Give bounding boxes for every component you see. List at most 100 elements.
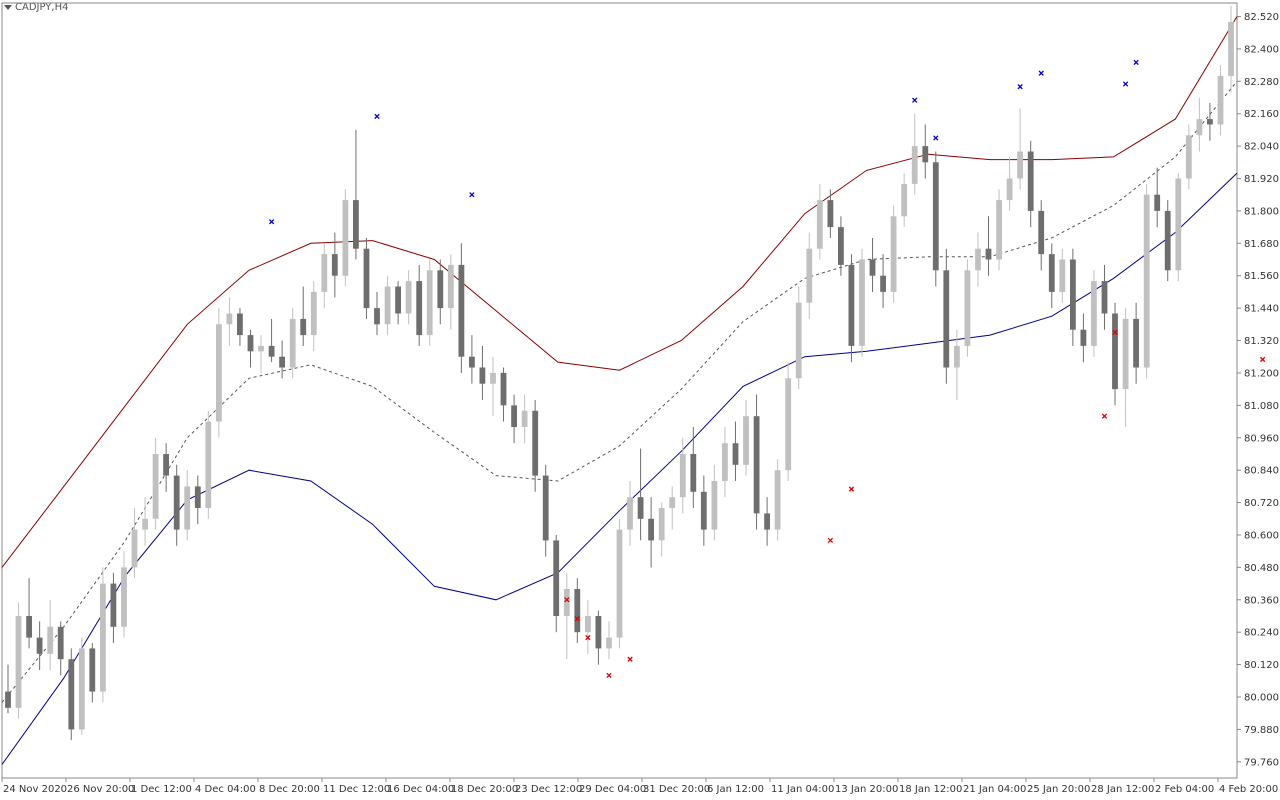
candle-body: [479, 367, 486, 384]
candle-body: [100, 583, 106, 692]
candle: [300, 286, 307, 346]
buy-signal-marker: [627, 656, 633, 662]
candle-body: [131, 529, 138, 568]
candle: [479, 345, 486, 400]
x-tick-label: 23 Dec 12:00: [515, 784, 582, 795]
signals-layer: [268, 59, 1266, 679]
candle-body: [384, 286, 391, 325]
x-tick-label: 26 Nov 20:00: [67, 784, 134, 795]
candle-body: [827, 200, 834, 228]
candle-body: [1038, 210, 1045, 255]
y-tick-label: 82.520: [1244, 12, 1279, 23]
candle-body: [310, 291, 317, 336]
candle: [732, 421, 739, 481]
candle: [880, 254, 886, 309]
candle-body: [110, 583, 117, 627]
candle-body: [774, 470, 781, 530]
buy-signal-marker: [1112, 329, 1118, 336]
sell-signal-marker: [268, 219, 275, 225]
x-tick-label: 31 Dec 20:00: [643, 784, 710, 795]
candle: [838, 216, 844, 276]
candle: [975, 232, 981, 287]
x-tick-label: 4 Feb 20:00: [1219, 784, 1278, 795]
candle-body: [416, 281, 423, 336]
x-tick-label: 6 Jan 12:00: [707, 784, 764, 795]
candle: [490, 356, 496, 417]
sell-signal-marker: [469, 192, 475, 198]
candle: [258, 335, 264, 373]
candle: [690, 426, 697, 508]
y-tick-label: 80.360: [1244, 595, 1279, 606]
candle-body: [732, 443, 739, 465]
candle-body: [1143, 194, 1150, 368]
x-tick-label: 8 Dec 20:00: [259, 784, 320, 795]
candle-body: [458, 264, 465, 357]
buy-signal-marker: [1259, 356, 1266, 363]
candle: [1185, 124, 1192, 190]
candle-body: [637, 497, 644, 519]
candle: [1027, 140, 1034, 228]
candle-body: [36, 637, 43, 654]
y-tick-label: 80.120: [1244, 660, 1279, 671]
candle: [152, 437, 159, 530]
candle-body: [1133, 318, 1139, 368]
candle-body: [679, 454, 686, 498]
candle-body: [574, 589, 581, 633]
candle: [932, 151, 939, 287]
candle-body: [469, 356, 475, 368]
candle: [26, 578, 32, 649]
candle-body: [1101, 281, 1108, 314]
y-tick-label: 82.040: [1244, 142, 1279, 153]
candle: [1143, 183, 1150, 379]
candle: [363, 237, 370, 319]
y-tick-label: 79.880: [1244, 725, 1279, 736]
candle-body: [753, 416, 760, 514]
candle-body: [922, 146, 929, 163]
candle: [458, 243, 465, 373]
candle: [753, 394, 760, 530]
bands-layer: [1, 16, 1238, 765]
candle-body: [89, 648, 96, 692]
x-tick-label: 21 Jan 04:00: [963, 784, 1026, 795]
y-tick-label: 82.160: [1244, 109, 1279, 120]
candle: [395, 281, 401, 325]
y-tick-label: 82.280: [1244, 77, 1279, 88]
candle: [469, 335, 475, 384]
candle-body: [68, 659, 75, 730]
sell-signal-marker: [1038, 70, 1044, 76]
candle: [922, 124, 929, 179]
candle: [1080, 313, 1087, 363]
candle-body: [142, 518, 148, 530]
candle-body: [395, 286, 401, 314]
candle-body: [975, 248, 981, 271]
candle-body: [648, 518, 654, 541]
y-tick-label: 80.600: [1244, 530, 1279, 541]
candle: [57, 621, 64, 676]
candle-body: [616, 529, 623, 638]
x-tick-label: 18 Jan 12:00: [899, 784, 962, 795]
candle: [226, 297, 233, 346]
candle-body: [226, 313, 233, 325]
candle: [247, 329, 254, 368]
candle: [743, 399, 749, 476]
candle: [521, 394, 528, 444]
y-tick-label: 80.960: [1244, 433, 1279, 444]
candle-body: [121, 567, 127, 627]
y-tick-label: 81.440: [1244, 304, 1279, 315]
candle: [648, 497, 654, 568]
candle-body: [1185, 135, 1192, 179]
candle: [500, 367, 507, 422]
candle: [1164, 200, 1171, 282]
candle-body: [690, 454, 697, 492]
candle-body: [785, 378, 792, 471]
candle: [5, 664, 11, 714]
candle: [542, 464, 549, 557]
candle: [700, 475, 707, 546]
candle-body: [1196, 119, 1203, 136]
candle: [173, 464, 180, 546]
chevron-down-icon[interactable]: [4, 5, 12, 10]
candle: [1133, 302, 1139, 384]
candle-body: [932, 162, 939, 271]
